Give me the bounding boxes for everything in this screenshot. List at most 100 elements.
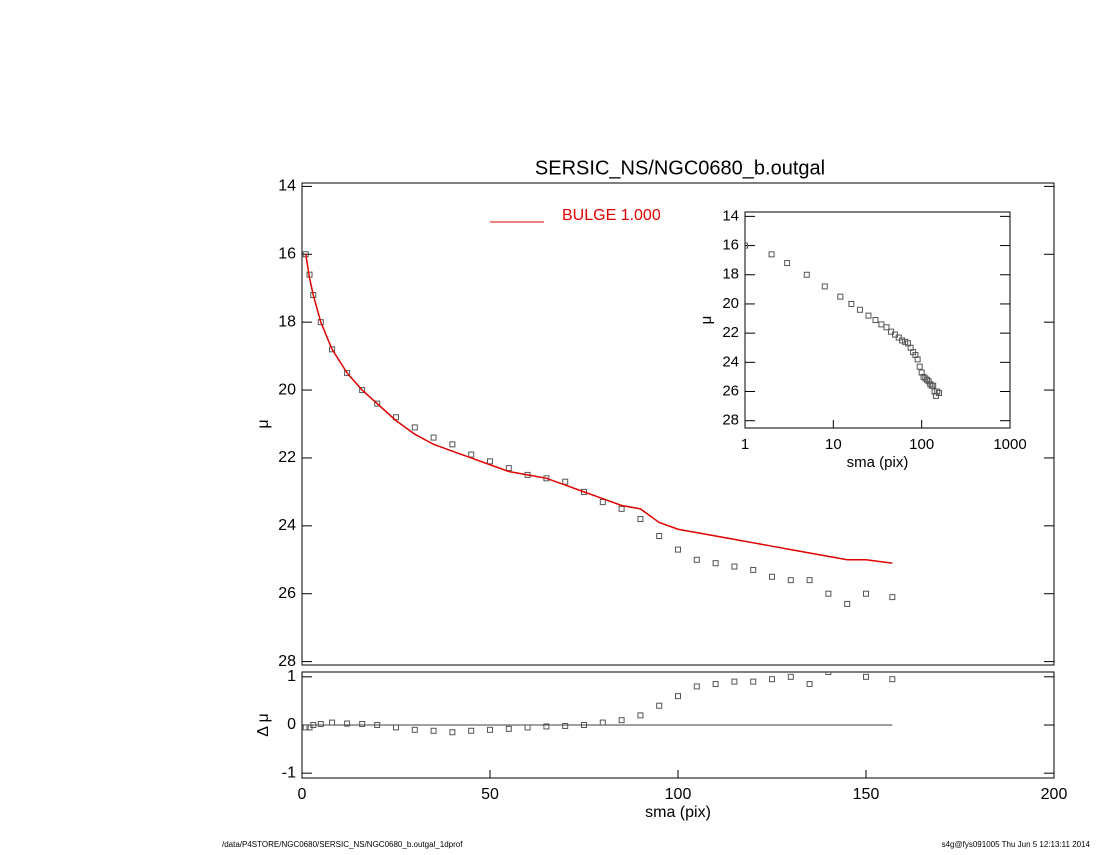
plot-frame [744, 211, 1011, 429]
data-point [924, 376, 931, 383]
legend-label: BULGE 1.000 [562, 207, 661, 224]
data-point [317, 721, 324, 728]
data-point [310, 722, 317, 728]
data-point [599, 719, 606, 726]
y-tick-label: 22 [722, 324, 739, 341]
data-point [935, 389, 942, 396]
plot-area [302, 251, 896, 607]
y-tick-label: 22 [278, 449, 296, 466]
x-tick-label: 0 [298, 786, 307, 803]
data-point [693, 683, 700, 690]
data-point [712, 560, 719, 567]
data-point [883, 324, 890, 331]
plot-frame [301, 182, 1055, 666]
data-point [430, 727, 437, 734]
x-tick-label: 1000 [993, 436, 1026, 453]
data-point [806, 577, 813, 584]
data-point [863, 590, 869, 597]
y-tick-label: 14 [278, 178, 296, 195]
data-point [505, 465, 512, 472]
x-tick-label: 200 [1041, 786, 1068, 803]
data-point [329, 346, 336, 353]
data-point [618, 505, 625, 512]
data-point [487, 458, 493, 465]
x-tick-label: 100 [909, 436, 934, 453]
data-point [872, 317, 879, 323]
data-point [899, 337, 906, 344]
x-tick-label: 100 [665, 786, 692, 803]
data-point [825, 672, 832, 675]
data-point [889, 594, 896, 601]
data-point [359, 721, 366, 728]
y-tick-label: 16 [722, 237, 739, 254]
plot-area [745, 242, 942, 399]
data-point [302, 724, 309, 731]
data-point [374, 722, 381, 728]
footer-left: /data/P4STORE/NGC0680/SERSIC_NS/NGC0680_… [222, 840, 463, 849]
data-point [787, 673, 794, 680]
y-tick-label: 28 [722, 412, 739, 429]
x-tick-label: 10 [825, 436, 842, 453]
data-point [930, 382, 937, 389]
data-point [675, 693, 681, 700]
data-point [889, 676, 896, 683]
data-point [769, 573, 775, 580]
data-point [731, 678, 738, 685]
data-point [562, 478, 569, 485]
y-tick-label: 20 [278, 381, 296, 398]
data-point [825, 590, 832, 597]
y-axis-label: Δ μ [255, 713, 272, 736]
data-point [878, 321, 885, 328]
data-point [599, 499, 606, 506]
y-tick-label: -1 [282, 764, 296, 781]
data-point [769, 676, 775, 683]
x-axis-label: sma (pix) [645, 804, 711, 821]
footer-right: s4g@fys091005 Thu Jun 5 12:13:11 2014 [942, 840, 1091, 849]
y-tick-label: 1 [287, 668, 296, 685]
data-point [844, 600, 851, 607]
data-point [914, 356, 921, 363]
x-tick-label: 1 [741, 436, 749, 453]
y-tick-label: 24 [278, 517, 296, 534]
data-point [562, 722, 569, 729]
y-tick-label: 26 [722, 382, 739, 399]
data-point [845, 660, 850, 665]
data-point [393, 724, 399, 731]
data-point [344, 720, 351, 727]
data-point [693, 556, 700, 563]
data-point [918, 369, 925, 376]
data-point [411, 726, 418, 733]
data-point [821, 283, 828, 290]
data-point [656, 533, 663, 540]
data-point [505, 725, 512, 732]
y-tick-label: 14 [722, 207, 739, 224]
data-point [581, 722, 587, 728]
y-tick-label: 26 [278, 585, 296, 602]
y-axis-label: μ [698, 316, 715, 325]
data-point [837, 293, 844, 300]
x-tick-label: 50 [481, 786, 499, 803]
y-tick-label: 28 [278, 653, 296, 670]
data-point [787, 577, 794, 584]
data-point [468, 727, 475, 734]
data-point [916, 363, 923, 370]
y-tick-label: 0 [287, 716, 296, 733]
y-axis-label: μ [255, 419, 272, 428]
y-tick-label: 24 [722, 353, 739, 370]
data-point [637, 712, 644, 719]
data-point [750, 678, 757, 685]
data-point [329, 719, 336, 726]
y-tick-label: 18 [278, 313, 296, 330]
data-point [848, 300, 855, 307]
data-point [675, 546, 681, 553]
data-point [411, 424, 418, 431]
y-tick-label: 20 [722, 295, 739, 312]
data-point [750, 566, 757, 573]
data-point [712, 681, 719, 688]
y-tick-label: 16 [278, 246, 296, 263]
data-point [618, 717, 625, 724]
data-point [863, 673, 869, 680]
data-point [934, 388, 941, 395]
data-point [487, 726, 493, 733]
data-point [803, 271, 810, 278]
